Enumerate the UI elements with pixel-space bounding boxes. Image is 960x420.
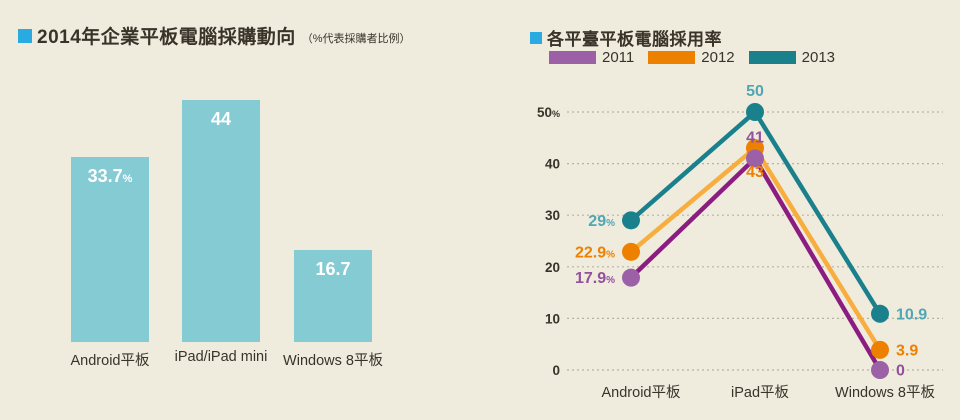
y-tick-label-20: 20 [545,260,560,275]
left-chart-title: 2014年企業平板電腦採購動向 （%代表採購者比例） [18,22,411,49]
x-category-label-Windows 8平板: Windows 8平板 [835,383,935,401]
data-point-marker-2013-iPad平板 [746,103,764,121]
data-point-label-2012-Windows 8平板: 3.9 [896,342,918,359]
legend-swatch-2011 [549,51,596,64]
y-tick-label-10: 10 [545,311,560,326]
legend-swatch-2012 [648,51,696,64]
data-point-label-2011-Windows 8平板: 0 [896,363,905,380]
bar-category-label: iPad/iPad mini [174,349,268,365]
data-point-label-2012-Android平板: 22.9% [575,244,615,261]
title-bullet-icon [18,28,32,43]
x-category-label-Android平板: Android平板 [602,383,681,401]
data-point-label-2013-Android平板: 29% [588,213,615,230]
right-chart-title-text: 各平臺平板電腦採用率 [547,30,722,49]
y-tick-label-0: 0 [552,363,560,378]
data-point-label-2011-iPad平板: 41 [746,129,764,146]
bar-value-label: 44 [210,109,232,129]
data-point-marker-2012-iPad平板 [746,139,764,158]
data-point-label-2012-iPad平板: 43 [746,164,764,181]
bar-category-label: Android平板 [70,353,150,369]
legend-item-2011: 2011 [549,49,634,66]
data-point-marker-2013-Windows 8平板 [871,304,889,323]
data-point-marker-2011-iPad平板 [746,149,764,168]
bar-value-label: 16.7 [315,259,351,279]
left-chart-title-text: 2014年企業平板電腦採購動向 [37,27,296,48]
data-point-label-2013-iPad平板: 50 [746,83,764,100]
title-bullet-icon [530,31,542,44]
data-point-label-2013-Windows 8平板: 10.9 [896,306,927,323]
legend-label-2011: 2011 [602,49,635,66]
bar-category-label: Windows 8平板 [283,353,383,369]
data-point-marker-2013-Android平板 [622,211,640,230]
legend-swatch-2013 [748,51,796,64]
y-tick-label-30: 30 [545,208,560,223]
y-tick-label-50: 50% [537,105,560,120]
y-tick-label-40: 40 [545,157,560,172]
data-point-marker-2011-Android平板 [622,268,640,287]
data-point-marker-2012-Windows 8平板 [871,340,889,359]
data-point-marker-2011-Windows 8平板 [871,361,889,379]
legend: 2011 2012 2013 [549,49,849,66]
data-point-label-2011-Android平板: 17.9% [575,270,615,287]
legend-label-2013: 2013 [801,49,836,66]
x-category-label-iPad平板: iPad平板 [731,383,790,401]
legend-item-2013: 2013 [748,49,836,66]
series-line-2013 [628,109,883,317]
left-chart-subtitle: （%代表採購者比例） [301,32,411,45]
bar-iPad/iPad mini: 44 [182,100,260,342]
bar-Android平板: 33.7% [71,157,149,342]
right-chart-title: 各平臺平板電腦採用率 [530,25,722,50]
bar-Windows 8平板: 16.7 [294,250,372,342]
legend-label-2012: 2012 [701,49,735,66]
bar-value-label: 33.7% [87,166,133,186]
data-point-marker-2012-Android平板 [622,242,640,261]
series-line-2012 [628,145,883,353]
legend-item-2012: 2012 [648,49,735,66]
series-line-2011 [628,156,883,373]
